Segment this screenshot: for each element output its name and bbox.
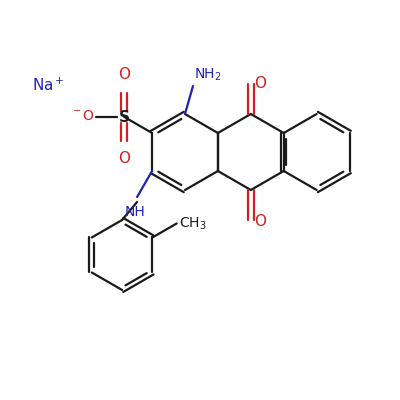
Text: O: O (254, 76, 266, 90)
Text: NH$_2$: NH$_2$ (194, 67, 222, 83)
Text: O: O (254, 214, 266, 228)
Text: O: O (118, 67, 130, 82)
Text: S: S (119, 110, 130, 124)
Text: Na$^+$: Na$^+$ (32, 76, 65, 94)
Text: CH$_3$: CH$_3$ (179, 215, 206, 232)
Text: NH: NH (125, 205, 146, 219)
Text: O: O (118, 151, 130, 166)
Text: $^-$O: $^-$O (70, 109, 94, 123)
